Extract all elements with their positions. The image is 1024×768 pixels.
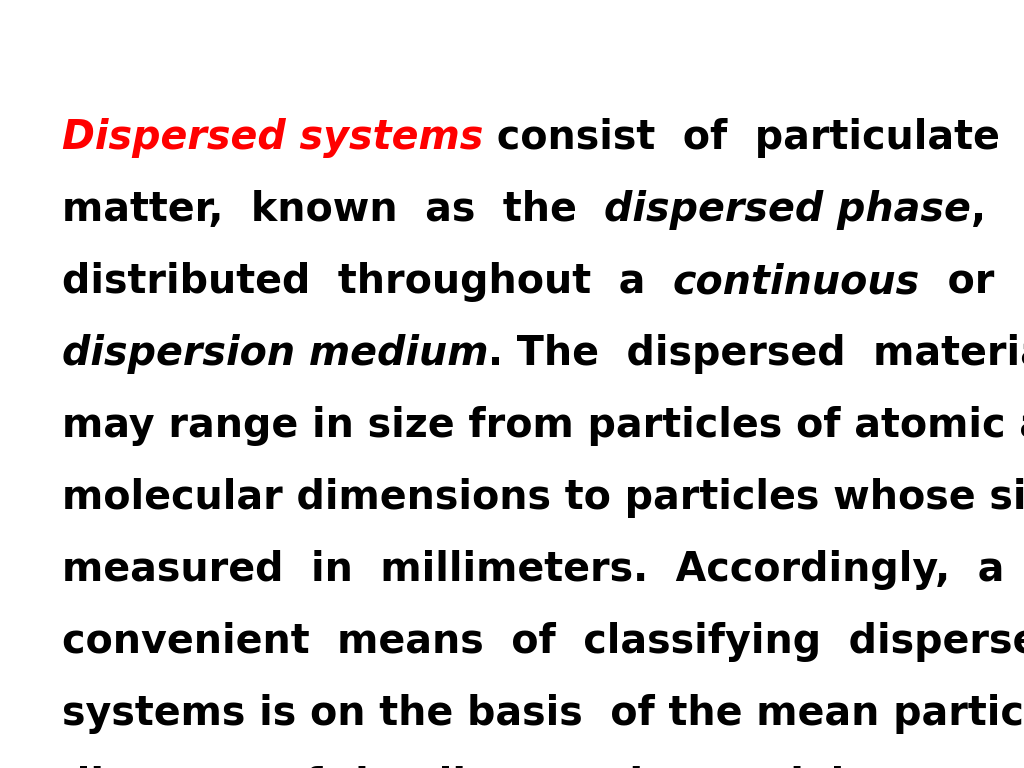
Text: diameter of the dispersed material.: diameter of the dispersed material. [62,766,859,768]
Text: may range in size from particles of atomic and: may range in size from particles of atom… [62,406,1024,446]
Text: or: or [921,262,994,302]
Text: convenient  means  of  classifying  dispersed: convenient means of classifying disperse… [62,622,1024,662]
Text: dispersed phase: dispersed phase [604,190,971,230]
Text: matter,  known  as  the: matter, known as the [62,190,604,230]
Text: systems is on the basis  of the mean particle: systems is on the basis of the mean part… [62,694,1024,734]
Text: consist  of  particulate: consist of particulate [483,118,1000,158]
Text: dispersion medium: dispersion medium [62,334,488,374]
Text: molecular dimensions to particles whose size is: molecular dimensions to particles whose … [62,478,1024,518]
Text: . The  dispersed  material: . The dispersed material [488,334,1024,374]
Text: distributed  throughout  a: distributed throughout a [62,262,673,302]
Text: continuous: continuous [673,262,921,302]
Text: Dispersed systems: Dispersed systems [62,118,483,158]
Text: ,: , [971,190,986,230]
Text: measured  in  millimeters.  Accordingly,  a: measured in millimeters. Accordingly, a [62,550,1005,590]
